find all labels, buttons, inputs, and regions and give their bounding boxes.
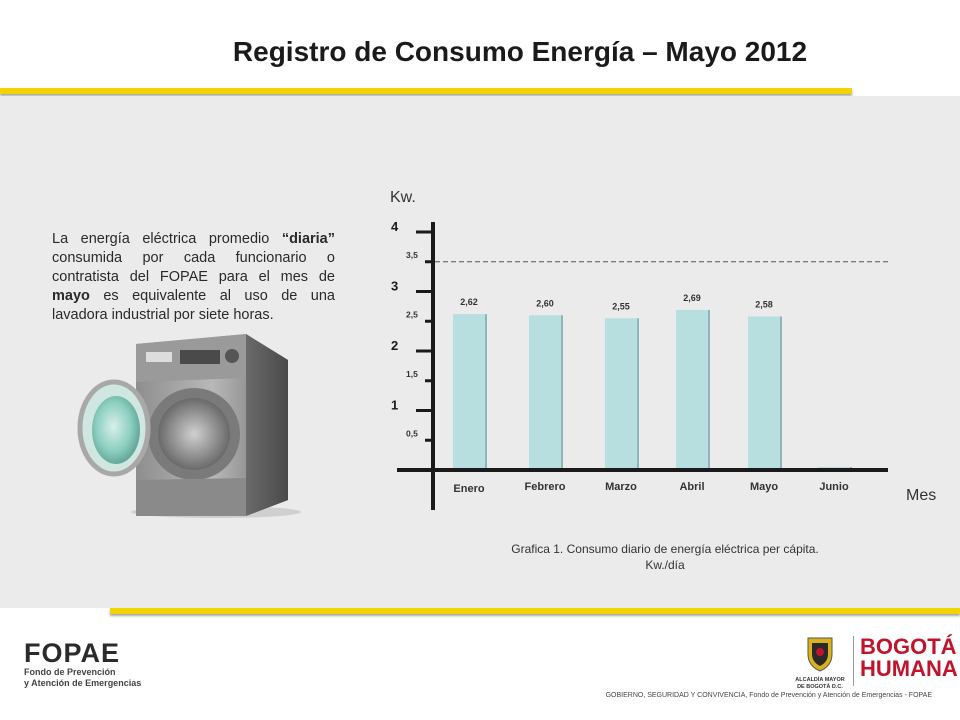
major-tick-label-4: 4 bbox=[391, 219, 399, 234]
bar-enero bbox=[453, 314, 485, 470]
fopae-subtitle-2: y Atención de Emergencias bbox=[24, 678, 142, 688]
bar-febrero bbox=[529, 315, 561, 470]
minor-tick-label-0-5: 0,5 bbox=[406, 428, 418, 438]
bar-shadow-enero bbox=[485, 314, 487, 470]
data-label-mayo: 2,58 bbox=[755, 299, 773, 309]
major-tick-4 bbox=[416, 230, 435, 234]
energy-bar-chart: Kw. Mes 2,62 Enero 2,60 Febrero 2,55 Marzo 2,6… bbox=[390, 189, 936, 510]
category-label-junio: Junio bbox=[819, 481, 849, 493]
category-label-marzo: Marzo bbox=[605, 481, 637, 493]
y-axis-label: Kw. bbox=[390, 189, 416, 206]
description-bold-daily: “diaria” bbox=[281, 231, 335, 247]
bar-abril bbox=[676, 309, 708, 470]
bar-mayo bbox=[748, 316, 780, 470]
data-label-abril: 2,69 bbox=[683, 293, 701, 303]
x-axis bbox=[397, 468, 888, 472]
description-part3: es equivalente al uso de una lavadora in… bbox=[52, 288, 335, 323]
description-part2: consumida por cada funcionario o contrat… bbox=[52, 250, 335, 285]
minor-tick-2-5 bbox=[425, 319, 435, 323]
major-tick-label-3: 3 bbox=[391, 279, 398, 294]
fopae-subtitle-1: Fondo de Prevención bbox=[24, 667, 116, 677]
caption-line1: Grafica 1. Consumo diario de energía elé… bbox=[511, 542, 819, 556]
humana-word: HUMANA bbox=[860, 656, 958, 681]
category-label-mayo: Mayo bbox=[750, 481, 778, 493]
page-title: Registro de Consumo Energía – Mayo 2012 bbox=[232, 36, 808, 67]
minor-tick-label-2-5: 2,5 bbox=[406, 309, 418, 319]
top-accent-bar bbox=[0, 88, 852, 94]
minor-tick-label-3-5: 3,5 bbox=[406, 250, 418, 260]
coat-of-arms-icon bbox=[807, 637, 833, 672]
bar-marzo bbox=[605, 318, 637, 470]
alcaldia-text-1: ALCALDÍA MAYOR bbox=[795, 677, 845, 683]
caption-line2: Kw./día bbox=[645, 558, 685, 572]
minor-tick-label-1-5: 1,5 bbox=[406, 369, 418, 379]
bottom-accent-bar bbox=[110, 608, 960, 614]
major-tick-2 bbox=[416, 349, 435, 353]
data-label-febrero: 2,60 bbox=[536, 298, 554, 308]
bar-shadow-mayo bbox=[780, 316, 782, 470]
category-label-enero: Enero bbox=[453, 483, 484, 495]
minor-tick-1-5 bbox=[425, 379, 435, 383]
major-tick-label-2: 2 bbox=[391, 338, 398, 353]
alcaldia-text-2: DE BOGOTÁ D.C. bbox=[797, 684, 843, 690]
fopae-logo: FOPAE Fondo de Prevención y Atención de … bbox=[24, 640, 141, 689]
bogota-humana-logo: BOGOTÁ HUMANA bbox=[860, 636, 958, 680]
data-label-enero: 2,62 bbox=[460, 297, 478, 307]
chart-caption: Grafica 1. Consumo diario de energía elé… bbox=[470, 541, 860, 573]
washing-machine-image bbox=[77, 334, 301, 518]
category-label-febrero: Febrero bbox=[525, 481, 566, 493]
footer bbox=[0, 608, 960, 720]
description-bold-month: mayo bbox=[52, 288, 90, 304]
data-label-marzo: 2,55 bbox=[612, 301, 630, 311]
major-tick-1 bbox=[416, 409, 435, 412]
bar-shadow-marzo bbox=[637, 318, 639, 470]
bar-shadow-abril bbox=[708, 309, 710, 470]
major-tick-label-1: 1 bbox=[391, 398, 398, 413]
footer-text: GOBIERNO, SEGURIDAD Y CONVIVENCIA, Fondo… bbox=[605, 692, 932, 699]
major-tick-3 bbox=[416, 290, 435, 293]
category-label-abril: Abril bbox=[679, 481, 704, 493]
bogota-word: BOGOTÁ bbox=[860, 634, 957, 659]
bar-shadow-febrero bbox=[561, 315, 563, 470]
minor-tick-3-5 bbox=[425, 260, 435, 264]
y-axis bbox=[431, 222, 435, 510]
logo-divider bbox=[853, 636, 854, 686]
fopae-wordmark: FOPAE bbox=[24, 638, 121, 668]
description-text: La energía eléctrica promedio “diaria” c… bbox=[52, 230, 335, 325]
description-part1: La energía eléctrica promedio bbox=[52, 231, 282, 247]
minor-tick-0-5 bbox=[425, 438, 435, 442]
x-axis-label: Mes bbox=[906, 487, 936, 504]
alcaldia-logo: ALCALDÍA MAYOR DE BOGOTÁ D.C. bbox=[782, 634, 858, 691]
